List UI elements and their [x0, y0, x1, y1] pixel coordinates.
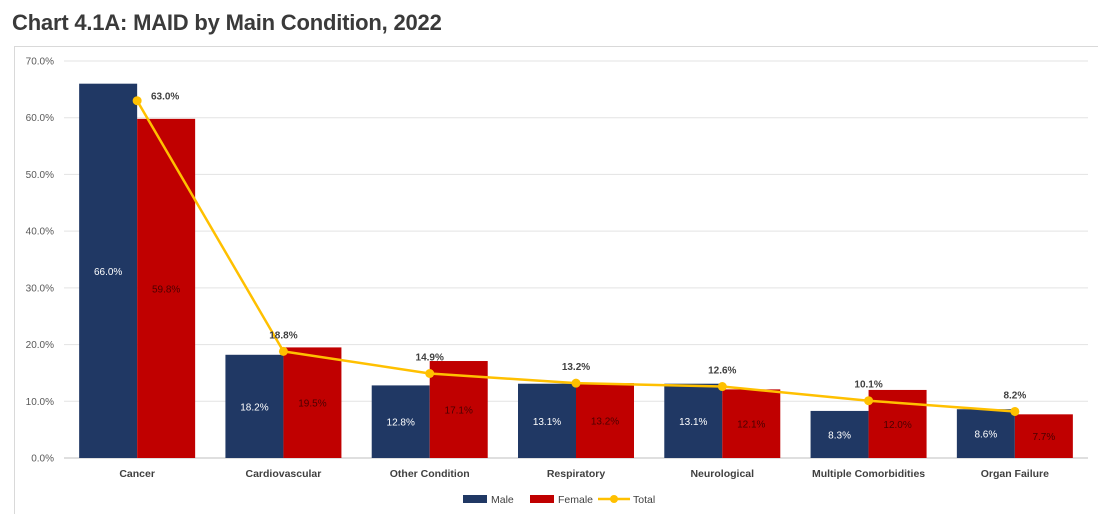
data-label-female: 13.2%	[591, 417, 619, 428]
point-total	[571, 378, 581, 388]
point-total	[278, 346, 288, 356]
bar-female	[722, 389, 781, 458]
legend-swatch-male	[463, 495, 487, 503]
data-label-male: 66.0%	[94, 267, 122, 278]
x-category-label: Cardiovascular	[245, 468, 321, 480]
legend-label-male: Male	[491, 494, 514, 506]
y-tick-label: 20.0%	[26, 340, 54, 351]
bar-female	[283, 347, 342, 458]
y-tick-label: 0.0%	[31, 454, 54, 465]
data-label-male: 18.2%	[240, 402, 268, 413]
x-category-label: Neurological	[690, 468, 754, 480]
data-label-total: 63.0%	[151, 92, 179, 103]
x-category-label: Multiple Comorbidities	[812, 468, 925, 480]
bar-female	[137, 118, 196, 458]
x-category-label: Cancer	[119, 468, 155, 480]
data-label-male: 13.1%	[533, 417, 561, 428]
data-label-total: 14.9%	[416, 352, 444, 363]
data-label-female: 12.0%	[883, 420, 911, 431]
y-tick-label: 10.0%	[26, 397, 54, 408]
data-label-total: 10.1%	[854, 380, 882, 391]
y-tick-label: 70.0%	[26, 57, 54, 68]
bar-male	[664, 383, 723, 458]
bar-female	[1014, 414, 1073, 458]
data-label-total: 12.6%	[708, 366, 736, 377]
data-label-female: 7.7%	[1032, 432, 1055, 443]
bar-male	[371, 385, 430, 458]
data-label-male: 8.3%	[828, 430, 851, 441]
y-tick-label: 60.0%	[26, 113, 54, 124]
legend-label-total: Total	[633, 494, 655, 506]
y-tick-label: 40.0%	[26, 227, 54, 238]
y-tick-label: 50.0%	[26, 170, 54, 181]
data-label-total: 13.2%	[562, 362, 590, 373]
bar-male	[518, 383, 576, 458]
bar-female	[576, 383, 634, 458]
y-tick-label: 30.0%	[26, 283, 54, 294]
x-category-label: Organ Failure	[981, 468, 1049, 480]
data-label-male: 13.1%	[679, 417, 707, 428]
data-label-total: 8.2%	[1003, 390, 1026, 401]
point-total	[132, 96, 142, 106]
data-label-female: 19.5%	[298, 399, 326, 410]
chart-title: Chart 4.1A: MAID by Main Condition, 2022	[12, 10, 442, 35]
point-total	[717, 382, 727, 392]
x-category-label: Other Condition	[390, 468, 470, 480]
bar-male	[956, 409, 1015, 458]
point-total	[1010, 406, 1020, 416]
data-label-total: 18.8%	[269, 330, 297, 341]
bar-male	[810, 410, 869, 458]
legend-swatch-female	[530, 495, 554, 503]
data-label-female: 17.1%	[445, 406, 473, 417]
chart-frame	[14, 46, 1098, 514]
point-total	[425, 368, 435, 378]
bar-male	[225, 354, 284, 458]
data-label-female: 59.8%	[152, 284, 180, 295]
point-total	[864, 396, 874, 406]
bar-male	[79, 83, 138, 458]
data-label-male: 12.8%	[387, 418, 415, 429]
x-category-label: Respiratory	[547, 468, 606, 480]
data-label-female: 12.1%	[737, 420, 765, 431]
legend-label-female: Female	[558, 494, 593, 506]
legend-marker-total	[610, 495, 618, 503]
data-label-male: 8.6%	[974, 430, 997, 441]
